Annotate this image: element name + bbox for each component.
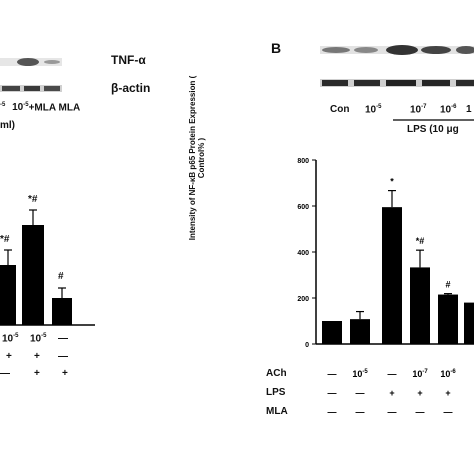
left-bar-1 (0, 265, 16, 325)
right-lane-1: 10-5 (365, 104, 382, 116)
treatment-cell: — (356, 407, 365, 417)
right-p65-blot (320, 45, 474, 55)
bar (464, 302, 474, 344)
treatment-cell: — (444, 407, 453, 417)
treatment-cell: 10-5 (352, 369, 368, 379)
row-label-mla: MLA (266, 406, 288, 417)
treatment-cell: — (328, 388, 337, 398)
left-mark-3: # (58, 271, 64, 282)
row-label-lps: LPS (266, 387, 286, 398)
y-tick-label: 200 (297, 296, 309, 303)
treatment-cell: + (445, 388, 450, 398)
row-label-ach: ACh (266, 368, 287, 379)
left-row3-1: — (0, 368, 10, 379)
beta-actin-label: β-actin (111, 81, 151, 95)
treatment-cell: — (328, 369, 337, 379)
significance-mark: # (445, 280, 450, 290)
y-tick-label: 800 (297, 158, 309, 165)
bar (410, 267, 430, 344)
left-bar-chart (0, 209, 95, 326)
left-bar-2 (22, 225, 44, 325)
left-unit-fragment: ml) (0, 120, 15, 131)
treatment-cell: + (417, 388, 422, 398)
left-dose-2: 10-5 (30, 333, 47, 345)
bar (382, 207, 402, 344)
left-row2-3: — (58, 351, 68, 362)
bar (322, 321, 342, 344)
left-mark-1: *# (0, 234, 10, 245)
left-row3-3: + (62, 368, 68, 379)
significance-mark: * (390, 177, 394, 187)
treatment-cell: — (328, 407, 337, 417)
lps-treatment-label: LPS (10 μg (407, 124, 459, 135)
treatment-cell: — (416, 407, 425, 417)
left-row2-1: + (6, 351, 12, 362)
treatment-cell: — (388, 407, 397, 417)
right-lane-4: 1 (466, 104, 472, 115)
y-tick-label: 600 (297, 204, 309, 211)
treatment-cell: — (388, 369, 397, 379)
y-tick-label: 400 (297, 250, 309, 257)
bar (438, 294, 458, 344)
right-lane-2: 10-7 (410, 104, 427, 116)
right-actin-blot (320, 79, 474, 87)
significance-mark: *# (416, 236, 425, 246)
bar (350, 319, 370, 344)
treatment-cell: + (389, 388, 394, 398)
left-dose-1: 10-5 (2, 333, 19, 345)
treatment-cell: 10-7 (412, 369, 428, 379)
right-lane-con: Con (330, 104, 350, 115)
left-bar-3 (52, 298, 72, 325)
tnf-alpha-label: TNF-α (111, 53, 146, 67)
right-lane-3: 10-6 (440, 104, 457, 116)
y-tick-label: 0 (305, 342, 309, 349)
treatment-cell: 10-6 (440, 369, 456, 379)
left-row2-2: + (34, 351, 40, 362)
left-mark-2: *# (28, 194, 38, 205)
left-actin-blot (0, 85, 62, 92)
left-tnf-blot (0, 58, 62, 66)
lps-bracket-line (393, 119, 474, 121)
left-row3-2: + (34, 368, 40, 379)
treatment-cell: — (356, 388, 365, 398)
left-lane-labels: -5 10-5+MLA MLA (0, 102, 81, 114)
left-dose-3: — (58, 333, 68, 344)
panel-b-label: B (271, 40, 282, 56)
